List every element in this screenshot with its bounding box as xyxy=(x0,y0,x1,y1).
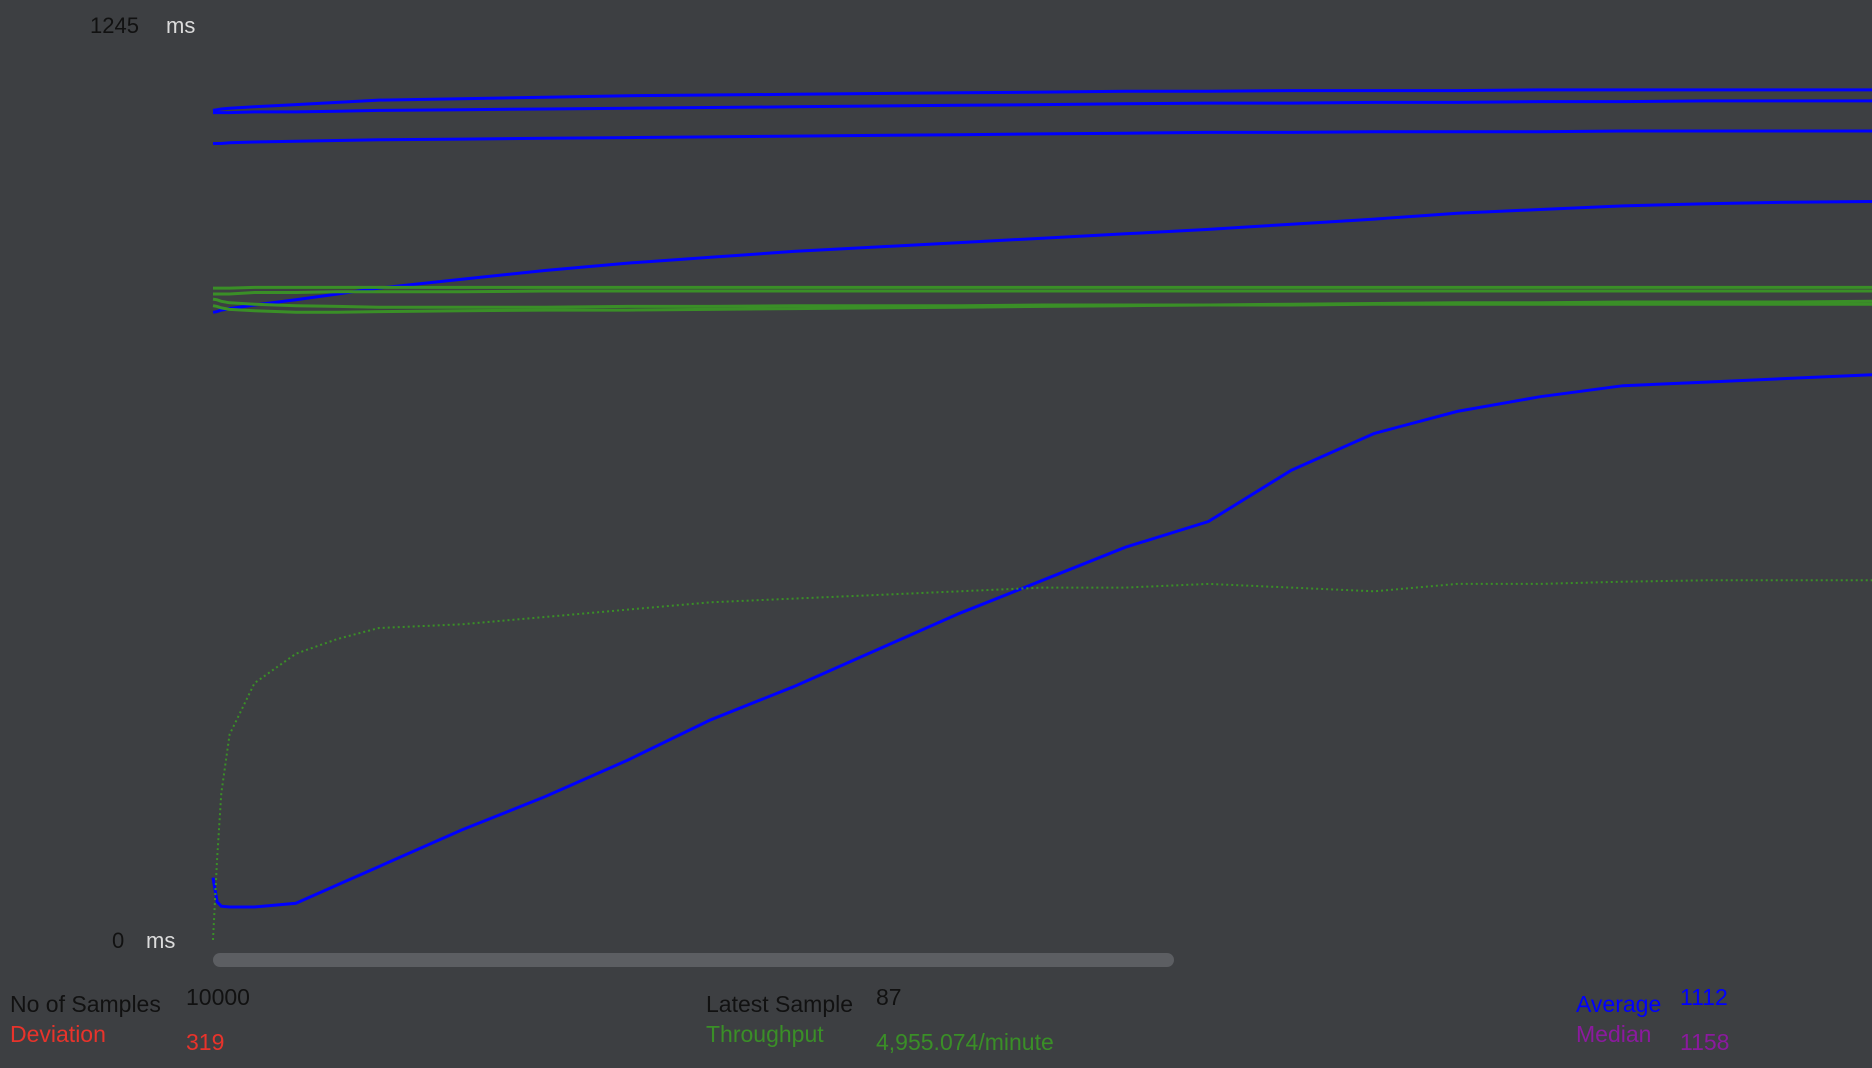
extra-line-3 xyxy=(212,200,1872,314)
y-axis-min-label: 0 xyxy=(112,928,125,953)
median-value: 1158 xyxy=(1680,1029,1730,1055)
deviation-label: Deviation xyxy=(10,1021,106,1047)
median-series-line xyxy=(212,88,1872,112)
deviation-series-line xyxy=(212,579,1872,941)
average-series-line xyxy=(211,373,1872,909)
latest-sample-label: Latest Sample xyxy=(706,991,854,1017)
throughput-value: 4,955.074/minute xyxy=(876,1029,1054,1055)
extra-line-6 xyxy=(212,299,1872,314)
y-axis-max-unit: ms xyxy=(166,13,196,38)
samples-label: No of Samples xyxy=(10,991,161,1017)
y-axis-max-label: 1245 xyxy=(90,13,139,38)
extra-line-2 xyxy=(213,129,1872,145)
throughput-series-line xyxy=(213,289,1872,296)
extra-line-1 xyxy=(213,99,1872,115)
samples-value: 10000 xyxy=(186,984,250,1010)
average-value: 1112 xyxy=(1680,984,1728,1010)
series-layer xyxy=(211,88,1872,941)
throughput-label: Throughput xyxy=(706,1021,824,1047)
latest-sample-value: 87 xyxy=(876,984,902,1010)
deviation-value: 319 xyxy=(186,1029,225,1055)
y-axis-min-unit: ms xyxy=(146,928,176,953)
median-label: Median xyxy=(1576,1021,1652,1047)
horizontal-scrollbar[interactable] xyxy=(213,953,1174,967)
average-label: Average xyxy=(1576,991,1662,1017)
extra-line-4 xyxy=(213,285,1872,290)
